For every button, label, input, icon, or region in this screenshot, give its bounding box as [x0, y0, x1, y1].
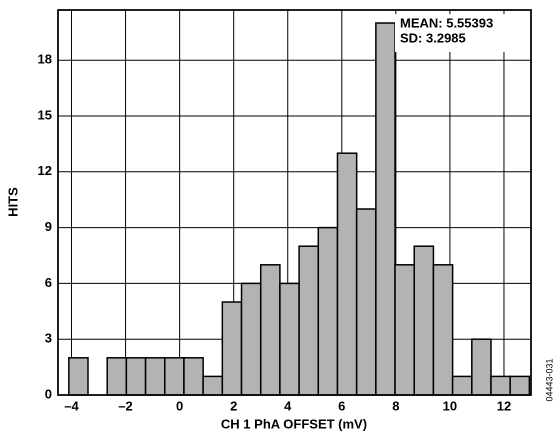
- bar: [279, 282, 300, 396]
- bar: [106, 357, 128, 396]
- bar: [68, 357, 89, 396]
- bar: [432, 264, 454, 396]
- y-tick-label: 15: [38, 107, 52, 122]
- bar: [164, 357, 185, 396]
- x-tick-label: 10: [443, 398, 457, 413]
- x-tick-label: 2: [230, 398, 237, 413]
- bar: [490, 375, 511, 396]
- bar: [202, 375, 224, 396]
- y-tick-label: 0: [45, 386, 52, 401]
- y-tick-label: 18: [38, 52, 52, 67]
- annotation: SD: 3.2985: [400, 30, 466, 45]
- figure-id: 04443-031: [544, 358, 554, 401]
- bar: [451, 375, 473, 396]
- x-tick-label: –2: [118, 398, 132, 413]
- annotation: MEAN: 5.55393: [400, 15, 493, 30]
- x-tick-label: 0: [176, 398, 183, 413]
- bar: [375, 22, 396, 396]
- bar: [394, 264, 415, 396]
- bar: [413, 245, 435, 396]
- x-tick-label: 6: [338, 398, 345, 413]
- bar: [509, 375, 531, 396]
- x-axis-label: CH 1 PhA OFFSET (mV): [221, 416, 367, 431]
- bar: [336, 152, 358, 396]
- y-tick-label: 12: [38, 163, 52, 178]
- bar: [125, 357, 147, 396]
- y-tick-label: 6: [45, 275, 52, 290]
- bar: [183, 357, 204, 396]
- bar: [259, 264, 281, 396]
- y-tick-label: 9: [45, 219, 52, 234]
- y-tick-label: 3: [45, 331, 52, 346]
- bar: [221, 301, 243, 396]
- bar: [298, 245, 320, 396]
- x-tick-label: 8: [392, 398, 399, 413]
- bar: [471, 338, 492, 396]
- bar: [144, 357, 166, 396]
- y-axis-label: HITS: [5, 187, 20, 217]
- x-tick-label: –4: [64, 398, 79, 413]
- x-tick-label: 12: [497, 398, 511, 413]
- bar: [240, 282, 262, 396]
- bar: [355, 208, 377, 396]
- x-tick-label: 4: [284, 398, 292, 413]
- plot-border: [57, 9, 532, 396]
- annotation-box: [395, 14, 527, 52]
- bar: [317, 226, 339, 396]
